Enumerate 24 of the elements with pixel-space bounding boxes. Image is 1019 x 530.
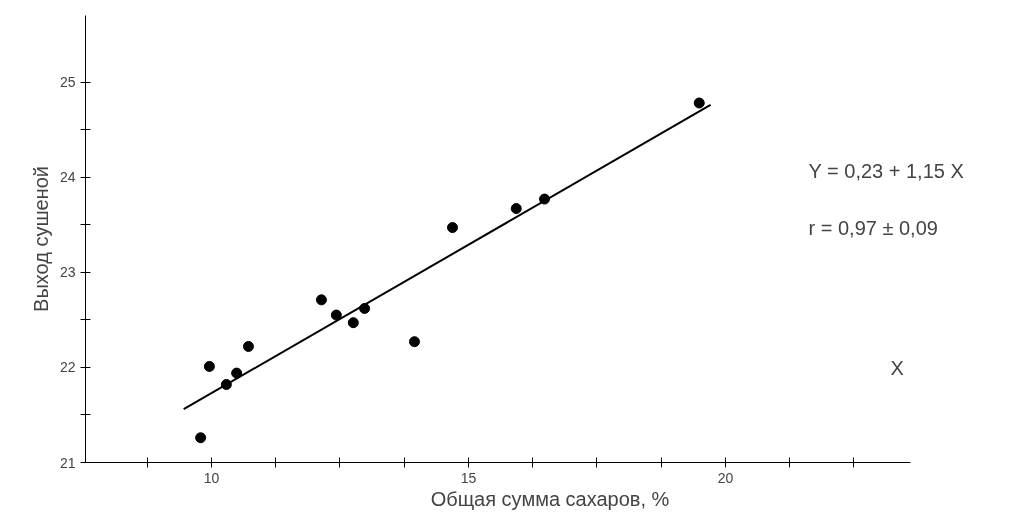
point	[447, 222, 459, 234]
point	[195, 432, 207, 444]
point	[242, 340, 254, 352]
y-tick-label: 21	[59, 454, 76, 471]
y-tick-label: 24	[59, 169, 76, 186]
point	[315, 294, 327, 306]
y-axis-title: Выход сушеной	[29, 166, 52, 312]
y-tick-label: 22	[59, 359, 76, 376]
x-tick-label: 15	[460, 469, 477, 486]
point	[510, 203, 522, 215]
point	[330, 309, 342, 321]
x-tick-label: 20	[717, 469, 734, 486]
point	[347, 317, 359, 329]
point	[408, 336, 420, 348]
point	[231, 367, 243, 379]
y-tick-label: 23	[59, 264, 76, 281]
x-tick-label: 10	[203, 469, 220, 486]
annotation: Y = 0,23 + 1,15 X	[808, 159, 964, 182]
x-axis-title: Общая сумма сахаров, %	[430, 487, 670, 510]
point	[693, 97, 705, 109]
annotation: r = 0,97 ± 0,09	[808, 216, 938, 239]
point	[203, 360, 215, 372]
annotation: X	[890, 356, 904, 379]
y-tick-label: 25	[59, 74, 76, 91]
